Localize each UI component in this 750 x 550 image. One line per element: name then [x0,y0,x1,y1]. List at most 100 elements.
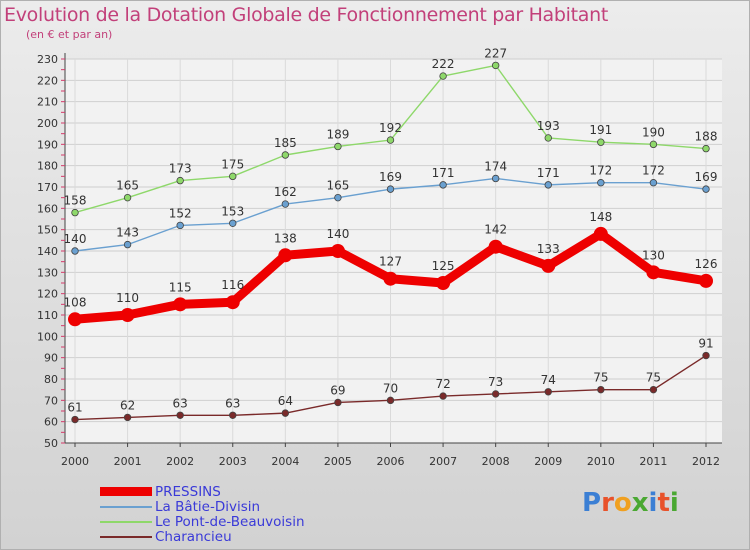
y-tick-label: 200 [37,117,58,130]
data-point [176,411,184,419]
data-point [123,193,132,202]
chart-subtitle: (en € et par an) [26,28,113,41]
data-label: 171 [537,166,560,180]
data-point [71,247,79,255]
data-label: 158 [64,194,87,208]
data-label: 62 [120,398,135,412]
x-tick-label: 2003 [219,455,247,468]
data-label: 172 [589,164,612,178]
data-label: 152 [169,206,192,220]
legend-label-la-batie-divisin: La Bâtie-Divisin [155,499,261,515]
x-tick-label: 2004 [271,455,299,468]
data-label: 91 [698,337,713,351]
data-point [334,398,342,407]
data-point [702,144,710,153]
data-label: 189 [326,127,349,141]
data-point [229,411,237,419]
data-point-pressins [120,308,135,322]
data-point [71,415,79,424]
data-label: 127 [379,255,402,269]
y-tick-label: 180 [37,160,58,173]
data-label: 169 [379,170,402,184]
data-label: 72 [435,377,450,391]
data-point [491,174,500,183]
data-label: 140 [64,232,87,246]
x-tick-label: 2001 [114,455,142,468]
data-point [649,179,658,187]
data-point [491,61,500,70]
data-label: 133 [537,242,560,256]
data-label: 192 [379,121,402,135]
legend-swatch-charancieu [100,536,152,538]
y-tick-label: 130 [37,266,58,279]
logo-letter: t [657,488,670,518]
data-label: 73 [488,375,503,389]
y-tick-label: 90 [44,352,58,365]
data-label: 110 [116,291,139,305]
data-point [123,413,132,422]
x-tick-label: 2005 [324,455,352,468]
data-label: 193 [537,119,560,133]
legend-label-pressins: PRESSINS [155,484,221,500]
data-point [702,351,710,360]
data-point [439,72,447,80]
data-point [176,176,184,185]
x-tick-label: 2008 [482,455,510,468]
x-tick-label: 2007 [429,455,457,468]
y-tick-label: 80 [44,373,58,386]
data-point [176,221,184,230]
data-point [123,240,132,249]
chart-title: Evolution de la Dotation Globale de Fonc… [4,4,609,26]
data-point [544,388,552,396]
y-tick-label: 70 [44,394,58,407]
data-point [439,181,447,189]
y-tick-label: 190 [37,138,58,151]
x-tick-label: 2010 [587,455,615,468]
data-label: 227 [484,46,507,60]
data-label: 75 [593,371,608,385]
x-tick-label: 2000 [61,455,89,468]
y-tick-label: 60 [44,416,58,429]
data-label: 116 [221,278,244,292]
data-label: 115 [169,280,192,294]
data-label: 143 [116,226,139,240]
data-point [597,138,605,146]
data-point-pressins [173,297,188,312]
data-point [597,179,605,187]
data-point-pressins [699,273,713,288]
y-tick-label: 100 [37,330,58,343]
legend-label-le-pont-de-beauvoisin: Le Pont-de-Beauvoisin [155,514,305,530]
proxiti-logo: Proxiti [582,488,679,518]
data-point [334,142,342,151]
data-point [702,185,710,193]
logo-letter: P [582,488,602,518]
data-label: 190 [642,125,665,139]
x-tick-label: 2006 [377,455,405,468]
x-tick-label: 2009 [534,455,562,468]
data-point [544,181,552,189]
data-label: 75 [646,371,661,385]
y-tick-label: 220 [37,74,58,87]
data-point-pressins [436,276,451,290]
logo-letter: r [601,488,614,518]
legend-swatch-la-batie-divisin [100,506,152,508]
data-point [386,396,395,405]
legend-swatch-pressins [100,487,152,496]
data-point [281,409,290,417]
data-label: 69 [330,383,345,397]
y-tick-label: 120 [37,288,58,301]
data-point-pressins [488,239,503,254]
y-tick-label: 110 [37,309,58,322]
data-label: 142 [484,223,507,237]
x-tick-label: 2011 [639,455,667,468]
data-label: 153 [221,204,244,218]
data-label: 188 [695,130,718,144]
y-tick-label: 210 [37,96,58,109]
y-tick-label: 150 [37,224,58,237]
data-label: 174 [484,159,507,173]
data-label: 74 [541,373,556,387]
data-label: 61 [67,401,82,415]
x-tick-label: 2002 [166,455,194,468]
logo-letter: i [648,488,658,518]
